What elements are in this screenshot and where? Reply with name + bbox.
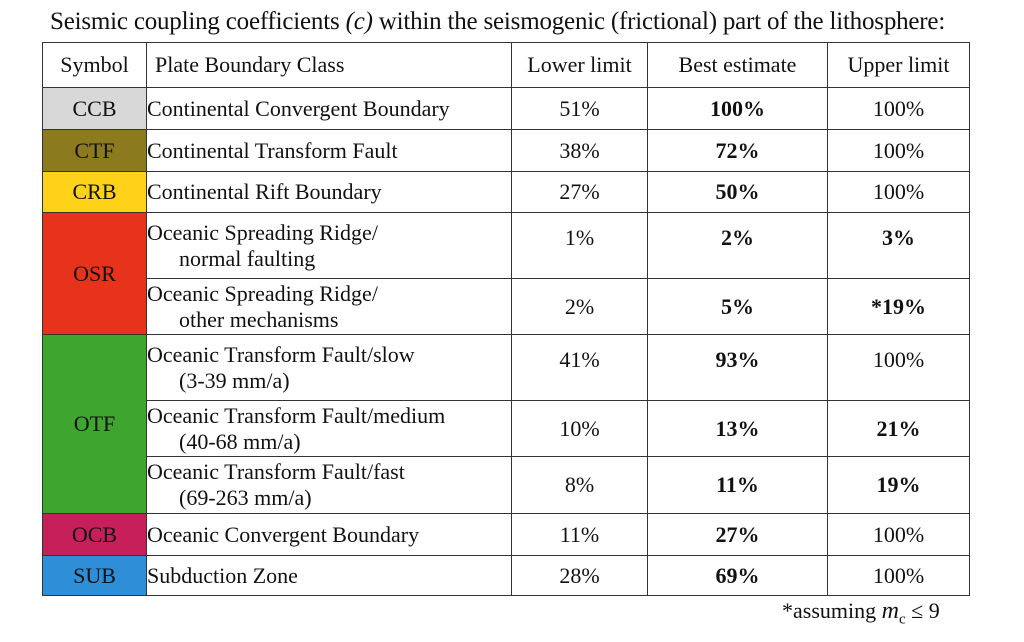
table-row: CCB Continental Convergent Boundary 51% …: [42, 87, 970, 130]
class-line1: Continental Rift Boundary: [147, 179, 382, 204]
lower-cell: 2%: [511, 278, 648, 335]
best-cell: 5%: [647, 278, 828, 335]
table-row: CTF Continental Transform Fault 38% 72% …: [42, 129, 970, 172]
best-cell: 13%: [647, 400, 828, 457]
table-row: Oceanic Spreading Ridge/other mechanisms…: [43, 278, 970, 335]
lower-cell: 8%: [511, 456, 648, 514]
class-cell: Continental Transform Fault: [146, 129, 512, 172]
class-line1: Oceanic Spreading Ridge/: [147, 219, 378, 245]
footnote-m: m: [881, 598, 899, 624]
class-line1: Subduction Zone: [147, 562, 298, 588]
symbol-cell-ccb: CCB: [42, 87, 147, 130]
header-best: Best estimate: [647, 42, 828, 88]
symbol-cell-ocb: OCB: [42, 513, 147, 556]
class-line2: other mechanisms: [179, 306, 339, 332]
header-row: Symbol Plate Boundary Class Lower limit …: [42, 42, 970, 88]
class-line1: Oceanic Transform Fault/fast: [147, 459, 405, 484]
best-cell: 2%: [647, 212, 828, 279]
class-line2: (40-68 mm/a): [179, 428, 301, 454]
class-line1: Continental Convergent Boundary: [147, 95, 450, 121]
upper-cell: 3%: [827, 212, 970, 279]
class-line2: (69-263 mm/a): [179, 485, 312, 510]
lower-cell: 51%: [511, 87, 648, 130]
lower-cell: 11%: [511, 513, 648, 556]
class-cell: Oceanic Transform Fault/fast (69-263 mm/a…: [146, 456, 512, 514]
class-line1: Oceanic Convergent Boundary: [147, 521, 420, 547]
table-row: Oceanic Transform Fault/medium (40-68 mm/…: [43, 400, 970, 457]
class-cell: Subduction Zone: [146, 555, 512, 596]
lower-cell: 28%: [511, 555, 648, 596]
table-row: OCB Oceanic Convergent Boundary 11% 27% …: [42, 513, 970, 556]
class-line1: Continental Transform Fault: [147, 137, 398, 163]
coupling-table: Symbol Plate Boundary Class Lower limit …: [42, 42, 970, 596]
footnote: *assuming mc ≤ 9: [782, 598, 940, 628]
page-title: Seismic coupling coefficients (c) within…: [50, 8, 945, 36]
class-cell: Oceanic Transform Fault/slow (3-39 mm/a): [146, 334, 512, 401]
best-cell: 100%: [647, 87, 828, 130]
footnote-sub: c: [898, 611, 906, 628]
header-lower: Lower limit: [511, 42, 648, 88]
best-cell: 72%: [647, 129, 828, 172]
title-prefix: Seismic coupling coefficients: [50, 8, 346, 35]
symbol-cell-osr: OSR: [42, 212, 147, 335]
table-row: OSR Oceanic Spreading Ridge/normal fault…: [42, 212, 970, 335]
class-cell: Oceanic Transform Fault/medium (40-68 mm/…: [146, 400, 512, 457]
upper-cell: 100%: [827, 334, 970, 401]
lower-cell: 10%: [511, 400, 648, 457]
header-symbol: Symbol: [42, 42, 147, 88]
class-line2: (3-39 mm/a): [179, 367, 290, 393]
upper-cell: 100%: [827, 171, 970, 213]
upper-cell: 100%: [827, 87, 970, 130]
symbol-cell-ctf: CTF: [42, 129, 147, 172]
header-upper: Upper limit: [827, 42, 970, 88]
upper-cell: 100%: [827, 555, 970, 596]
best-cell: 11%: [647, 456, 828, 514]
symbol-cell-sub: SUB: [42, 555, 147, 596]
table-row: SUB Subduction Zone 28% 69% 100%: [42, 555, 970, 596]
upper-cell: 100%: [827, 129, 970, 172]
best-cell: 27%: [647, 513, 828, 556]
symbol-cell-otf: OTF: [42, 334, 147, 514]
footnote-suffix: ≤ 9: [905, 598, 940, 623]
symbol-cell-crb: CRB: [42, 171, 147, 213]
footnote-prefix: *assuming: [782, 598, 882, 623]
class-cell: Continental Convergent Boundary: [146, 87, 512, 130]
best-cell: 69%: [647, 555, 828, 596]
table-row: OTF Oceanic Transform Fault/slow (3-39 mm…: [42, 334, 970, 514]
class-cell: Continental Rift Boundary: [146, 171, 512, 213]
upper-cell: 19%: [827, 456, 970, 514]
class-cell: Oceanic Spreading Ridge/normal faulting: [146, 212, 512, 279]
title-symbol: (c): [345, 8, 373, 35]
class-line1: Oceanic Spreading Ridge/: [147, 280, 378, 306]
table-row: Oceanic Transform Fault/fast (69-263 mm/a…: [43, 456, 970, 514]
title-suffix: within the seismogenic (frictional) part…: [372, 8, 946, 35]
lower-cell: 41%: [511, 334, 648, 401]
upper-cell: 21%: [827, 400, 970, 457]
class-line1: Oceanic Transform Fault/slow: [147, 341, 415, 367]
header-class: Plate Boundary Class: [146, 42, 512, 88]
best-cell: 93%: [647, 334, 828, 401]
class-line2: normal faulting: [179, 245, 316, 271]
lower-cell: 38%: [511, 129, 648, 172]
upper-cell: 100%: [827, 513, 970, 556]
table-row: CRB Continental Rift Boundary 27% 50% 10…: [42, 171, 970, 213]
lower-cell: 1%: [511, 212, 648, 279]
lower-cell: 27%: [511, 171, 648, 213]
best-cell: 50%: [647, 171, 828, 213]
class-line1: Oceanic Transform Fault/medium: [147, 402, 446, 428]
class-cell: Oceanic Spreading Ridge/other mechanisms: [146, 278, 512, 335]
upper-cell: *19%: [827, 278, 970, 335]
class-cell: Oceanic Convergent Boundary: [146, 513, 512, 556]
